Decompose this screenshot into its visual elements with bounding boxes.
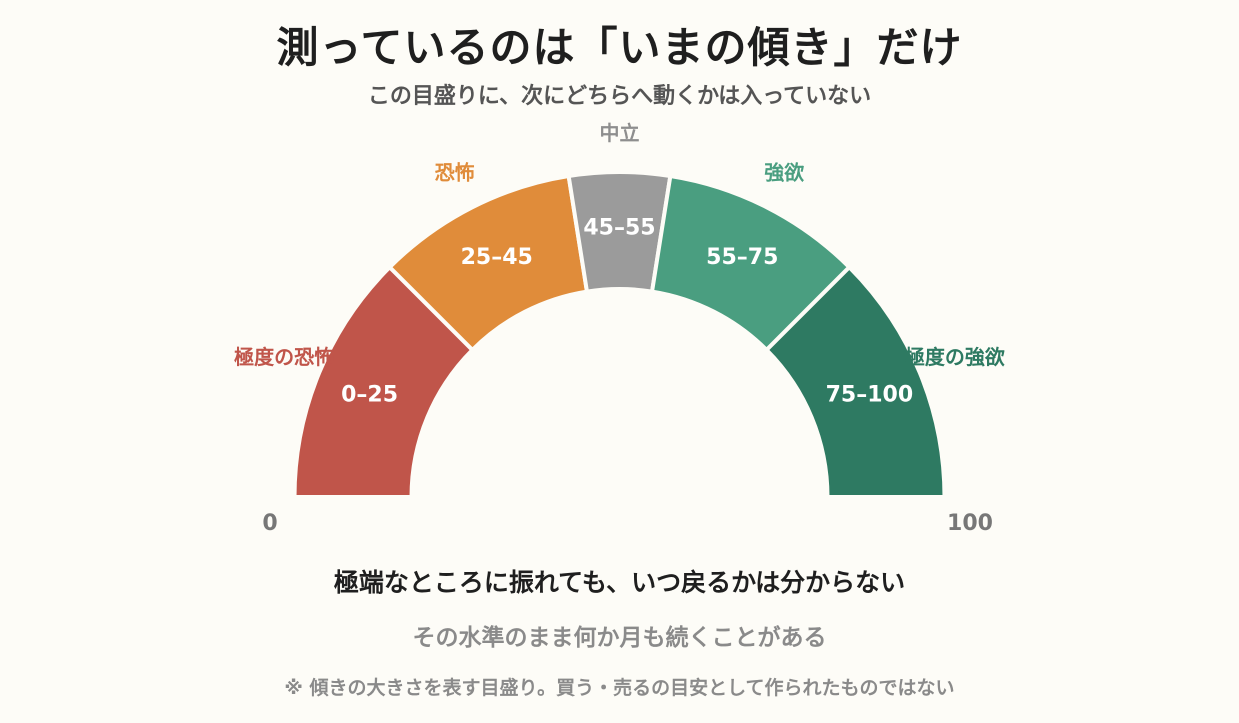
gauge-zone-name-0: 極度の恐怖 [233, 345, 334, 369]
gauge-range-label-1: 25–45 [461, 245, 533, 270]
gauge-range-label-2: 45–55 [583, 216, 655, 241]
sub-note: その水準のまま何か月も続くことがある [412, 625, 827, 651]
gauge-segments [292, 170, 947, 499]
gauge-zone-name-4: 極度の強欲 [904, 345, 1005, 369]
gauge-labels: 0–25 極度の恐怖 25–45 恐怖 45–55 中立 55–75 強欲 75–100 極度の強… [233, 121, 1005, 407]
gauge-min-label: 0 [262, 511, 277, 536]
gauge-range-label-0: 0–25 [341, 382, 398, 407]
page-title: 測っているのは「いまの傾き」だけ [276, 23, 963, 72]
footnote: ※ 傾きの大きさを表す目盛り。買う・売るの目安として作られたものではない [284, 677, 955, 699]
gauge-max-label: 100 [947, 511, 993, 536]
gauge-zone-name-3: 強欲 [764, 161, 804, 185]
gauge-range-label-4: 75–100 [826, 382, 914, 407]
main-note: 極端なところに振れても、いつ戻るかは分からない [333, 568, 906, 597]
page-subtitle: この目盛りに、次にどちらへ動くかは入っていない [367, 84, 872, 109]
gauge-segment-4 [764, 265, 947, 499]
gauge-zone-name-2: 中立 [600, 121, 640, 145]
gauge-zone-name-1: 恐怖 [435, 161, 475, 185]
gauge-range-label-3: 55–75 [706, 245, 778, 270]
